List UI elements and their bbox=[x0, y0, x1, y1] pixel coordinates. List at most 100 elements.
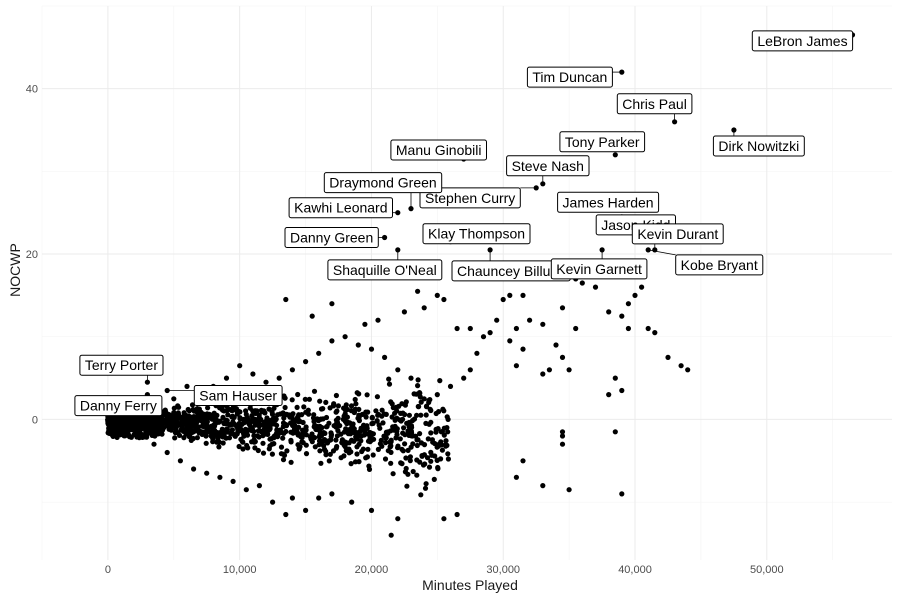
data-point bbox=[328, 437, 334, 443]
label-box bbox=[526, 66, 613, 88]
data-point bbox=[230, 421, 236, 427]
data-point bbox=[405, 428, 411, 434]
data-point bbox=[559, 441, 566, 447]
data-point bbox=[382, 354, 388, 360]
data-point bbox=[164, 449, 170, 456]
point-label: Shaquille O'Neal bbox=[327, 259, 443, 281]
data-point bbox=[553, 342, 559, 348]
data-point bbox=[283, 511, 289, 518]
data-point bbox=[319, 425, 325, 431]
label-box bbox=[675, 254, 764, 276]
data-point bbox=[388, 399, 394, 405]
data-point bbox=[445, 451, 451, 457]
data-point bbox=[280, 457, 287, 463]
point-label: Draymond Green bbox=[323, 172, 443, 194]
data-point bbox=[441, 425, 447, 431]
data-point bbox=[431, 476, 437, 482]
data-point bbox=[364, 423, 370, 429]
data-point bbox=[141, 433, 147, 439]
data-point bbox=[184, 383, 190, 389]
data-point bbox=[388, 532, 394, 538]
data-point bbox=[203, 433, 209, 439]
data-point bbox=[437, 378, 443, 384]
point-label: Steve Nash bbox=[506, 155, 590, 177]
data-point bbox=[363, 414, 369, 420]
data-point bbox=[274, 422, 280, 428]
data-point bbox=[363, 409, 369, 415]
data-point bbox=[411, 391, 417, 397]
major-gridlines bbox=[42, 6, 892, 560]
label-text: Kobe Bryant bbox=[681, 257, 758, 273]
data-point bbox=[428, 449, 434, 455]
data-point bbox=[404, 420, 410, 426]
data-point bbox=[171, 396, 177, 402]
data-point bbox=[374, 394, 380, 400]
label-text: Steve Nash bbox=[512, 158, 584, 174]
data-point bbox=[186, 433, 192, 440]
data-point bbox=[329, 338, 335, 344]
data-point bbox=[275, 412, 281, 418]
point-label: Kawhi Leonard bbox=[288, 197, 394, 219]
data-point bbox=[210, 439, 216, 445]
data-point bbox=[189, 402, 196, 408]
data-point bbox=[652, 330, 658, 336]
data-point bbox=[256, 483, 262, 489]
data-point bbox=[212, 417, 218, 423]
data-point bbox=[410, 441, 416, 447]
y-axis-title: NOCWP bbox=[7, 243, 23, 297]
label-box bbox=[616, 93, 693, 115]
data-point bbox=[283, 296, 289, 303]
data-point bbox=[500, 296, 506, 303]
data-point bbox=[249, 418, 255, 424]
data-point bbox=[250, 408, 256, 414]
data-point bbox=[251, 437, 257, 443]
point-label: Chris Paul bbox=[616, 93, 693, 115]
data-point bbox=[507, 338, 513, 344]
data-point bbox=[266, 423, 272, 429]
data-point bbox=[303, 359, 309, 365]
data-point bbox=[424, 403, 430, 409]
data-point bbox=[423, 481, 429, 487]
data-point bbox=[255, 428, 261, 434]
data-point bbox=[443, 438, 449, 444]
data-point bbox=[330, 448, 337, 454]
data-point bbox=[309, 313, 315, 319]
data-point bbox=[186, 408, 192, 414]
data-point bbox=[606, 392, 612, 398]
point-label: LeBron James bbox=[751, 30, 854, 52]
data-point bbox=[217, 474, 223, 480]
data-point bbox=[401, 425, 407, 431]
data-point bbox=[316, 495, 322, 501]
data-point bbox=[184, 425, 190, 431]
data-point bbox=[327, 451, 333, 457]
data-point bbox=[365, 446, 371, 452]
data-point bbox=[236, 443, 242, 450]
data-point bbox=[290, 417, 296, 423]
data-point bbox=[579, 280, 585, 286]
data-point bbox=[433, 410, 439, 417]
point-label: Sam Hauser bbox=[193, 385, 283, 406]
data-point bbox=[632, 292, 638, 298]
data-point bbox=[263, 379, 269, 385]
data-point bbox=[388, 449, 394, 455]
data-point bbox=[441, 296, 447, 303]
point-label: Tony Parker bbox=[559, 131, 646, 153]
data-point bbox=[323, 399, 329, 405]
data-point bbox=[224, 407, 230, 414]
data-point bbox=[612, 375, 618, 381]
data-point bbox=[348, 461, 354, 467]
data-point bbox=[405, 471, 411, 477]
data-point bbox=[142, 424, 148, 430]
data-point bbox=[407, 458, 413, 464]
data-point bbox=[369, 432, 375, 438]
data-point bbox=[368, 507, 375, 513]
data-point bbox=[417, 431, 423, 437]
data-point bbox=[387, 439, 393, 445]
data-point bbox=[220, 414, 226, 420]
data-point bbox=[513, 325, 520, 332]
data-point bbox=[321, 443, 327, 449]
data-point bbox=[296, 446, 302, 452]
data-point bbox=[280, 451, 286, 457]
data-point bbox=[356, 459, 362, 465]
x-tick-label: 10,000 bbox=[223, 564, 257, 576]
